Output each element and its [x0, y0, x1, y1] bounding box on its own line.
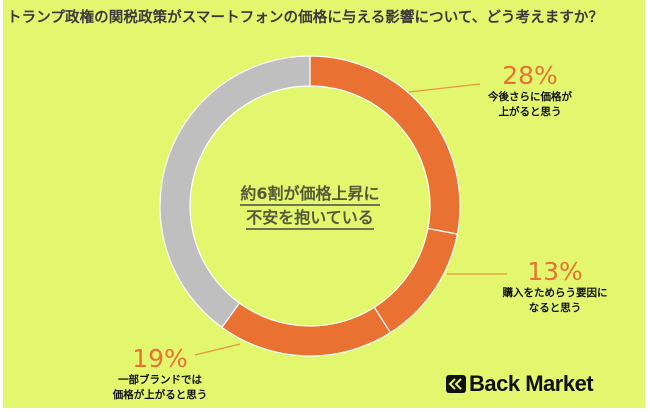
logo-wordmark: Back Market: [469, 371, 594, 396]
slice-percent: 13%: [527, 257, 583, 286]
slice-label-28: 28% 今後さらに価格が 上がると思う: [470, 62, 590, 120]
slice-text-line1: 購入をためらう要因に: [502, 287, 608, 299]
back-market-logo: Back Market: [446, 371, 594, 397]
slice-text-line2: なると思う: [528, 302, 582, 314]
slice-text-line2: 価格が上がると思う: [112, 389, 208, 401]
double-chevron-left-icon: [446, 375, 466, 393]
donut-slice: [220, 302, 392, 357]
chart-title: トランプ政権の関税政策がスマートフォンの価格に与える影響について、どう考えますか…: [7, 10, 604, 26]
center-line-1: 約6割が価格上昇に: [240, 183, 380, 206]
slice-label-19: 19% 一部ブランドでは 価格が上がると思う: [100, 345, 220, 403]
leader-line-19: [194, 343, 241, 356]
slice-label-13: 13% 購入をためらう要因に なると思う: [485, 258, 625, 316]
donut-slices: [159, 55, 461, 357]
center-line-2: 不安を抱いている: [246, 207, 374, 230]
donut-slice: [373, 227, 459, 334]
donut-slice: [159, 55, 311, 329]
slice-text-line2: 上がると思う: [498, 106, 562, 118]
slice-percent: 19%: [132, 344, 188, 373]
slice-text-line1: 今後さらに価格が: [488, 91, 572, 103]
leader-line-28: [408, 83, 481, 93]
slice-percent: 28%: [502, 61, 558, 90]
center-annotation: 約6割が価格上昇に 不安を抱いている: [205, 182, 415, 230]
slice-text-line1: 一部ブランドでは: [118, 374, 202, 386]
